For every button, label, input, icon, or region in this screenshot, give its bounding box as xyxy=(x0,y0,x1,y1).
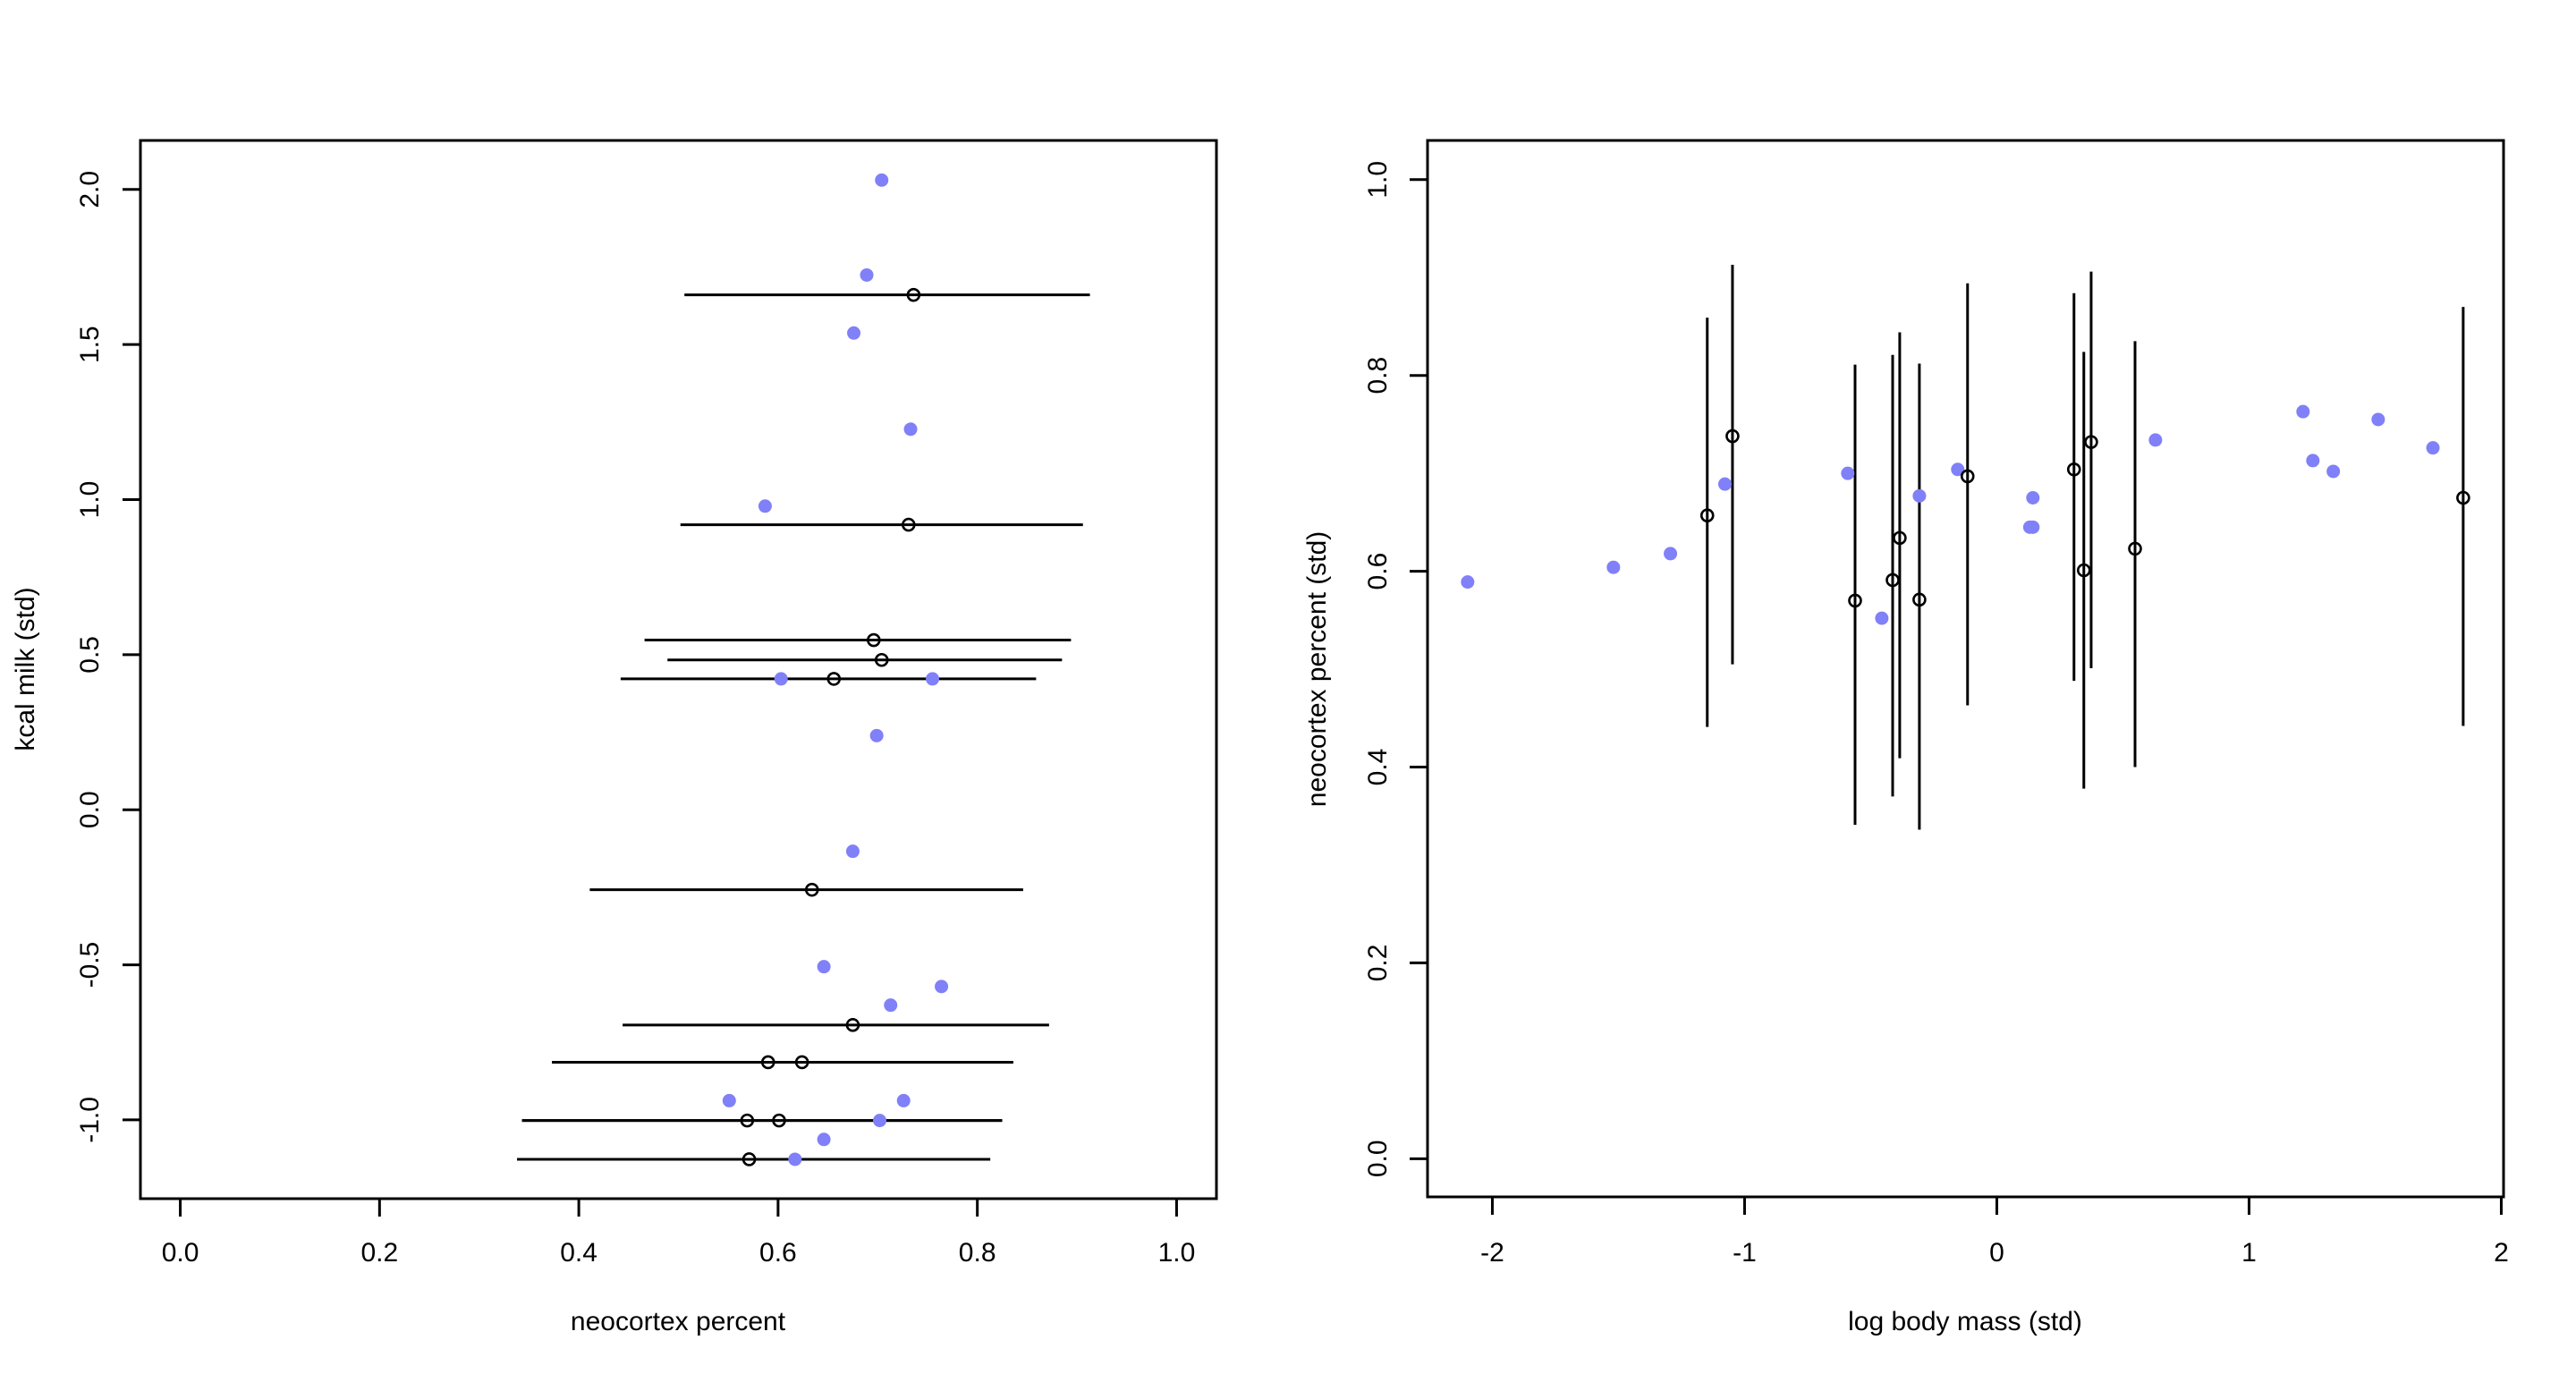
observed-point xyxy=(2306,454,2320,468)
x-tick-label: 0.0 xyxy=(162,1238,199,1268)
left-x-axis: 0.0 0.2 0.4 0.6 0.8 1.0 xyxy=(162,1197,1196,1268)
x-tick-label: -1 xyxy=(1733,1238,1757,1268)
observed-point xyxy=(869,728,884,742)
observed-point xyxy=(896,1093,911,1107)
observed-point xyxy=(903,422,918,437)
imputed-point xyxy=(2084,435,2098,449)
left-panel: 0.0 0.2 0.4 0.6 0.8 1.0 -1.0 -0.5 0.0 0.5 1.0 1.5 2… xyxy=(11,139,1218,1336)
observed-point xyxy=(1461,575,1475,589)
right-y-axis-label: neocortex percent (std) xyxy=(1302,531,1332,807)
observed-point xyxy=(1951,462,1965,477)
imputed-point xyxy=(1848,593,1862,608)
x-tick-label: 0.6 xyxy=(759,1238,797,1268)
imputed-point xyxy=(772,1113,786,1128)
observed-point xyxy=(884,998,898,1013)
observed-point xyxy=(2026,491,2040,505)
imputed-point xyxy=(1725,428,1740,444)
observed-point xyxy=(875,173,889,187)
right-y-axis: 0.0 0.2 0.4 0.6 0.8 1.0 xyxy=(1363,161,1429,1177)
observed-point xyxy=(2026,520,2040,534)
right-panel: -2 -1 0 1 2 0.0 0.2 0.4 0.6 0.8 1.0 log body mass… xyxy=(1302,139,2509,1336)
observed-point xyxy=(1841,466,1855,480)
x-tick-label: 0.4 xyxy=(560,1238,597,1268)
imputed-point xyxy=(906,287,921,302)
imputed-point xyxy=(2128,541,2142,556)
observed-point xyxy=(2426,441,2440,455)
observed-point xyxy=(774,672,788,686)
imputed-point xyxy=(2456,490,2470,505)
observed-point xyxy=(2148,433,2163,447)
y-tick-label: 1.5 xyxy=(75,326,105,363)
observed-point xyxy=(2326,464,2341,479)
imputed-point xyxy=(1960,469,1975,484)
observed-point xyxy=(722,1093,736,1107)
observed-point xyxy=(1912,488,1927,503)
observed-point xyxy=(1606,560,1621,574)
x-tick-label: 2 xyxy=(2494,1238,2509,1268)
imputed-point xyxy=(804,882,819,897)
observed-point xyxy=(788,1152,802,1166)
y-tick-label: 0.5 xyxy=(75,636,105,674)
x-tick-label: 1.0 xyxy=(1158,1238,1196,1268)
imputed-point xyxy=(760,1055,775,1070)
y-tick-label: 0.4 xyxy=(1363,749,1393,786)
right-x-axis-label: log body mass (std) xyxy=(1848,1307,2082,1336)
x-tick-label: 0.2 xyxy=(360,1238,398,1268)
y-tick-label: 0.8 xyxy=(1363,357,1393,394)
left-plot-marks xyxy=(517,173,1090,1166)
observed-point xyxy=(935,980,949,994)
imputed-point xyxy=(845,1018,860,1032)
x-tick-label: 0.8 xyxy=(959,1238,996,1268)
y-tick-label: 0.0 xyxy=(1363,1140,1393,1177)
y-tick-label: 0.0 xyxy=(75,791,105,828)
imputed-point xyxy=(741,1152,757,1166)
observed-point xyxy=(2296,404,2310,419)
left-plot-frame xyxy=(139,139,1218,1200)
x-tick-label: -2 xyxy=(1480,1238,1504,1268)
y-tick-label: 2.0 xyxy=(75,171,105,208)
observed-point xyxy=(817,960,831,974)
y-tick-label: 1.0 xyxy=(1363,161,1393,199)
observed-point xyxy=(2371,412,2385,427)
x-tick-label: 1 xyxy=(2241,1238,2257,1268)
left-y-axis: -1.0 -0.5 0.0 0.5 1.0 1.5 2.0 xyxy=(75,171,142,1143)
left-y-axis-label: kcal milk (std) xyxy=(11,587,40,751)
imputed-point xyxy=(1699,508,1715,523)
observed-point xyxy=(758,499,772,513)
imputed-point xyxy=(902,517,916,532)
right-plot-frame xyxy=(1426,139,2505,1199)
imputed-point xyxy=(740,1113,755,1128)
imputed-point xyxy=(794,1055,809,1070)
imputed-point xyxy=(2076,563,2091,578)
imputed-point xyxy=(826,672,842,686)
imputed-point xyxy=(867,632,881,648)
x-tick-label: 0 xyxy=(1989,1238,2004,1268)
observed-point xyxy=(1664,547,1678,561)
imputed-point xyxy=(1893,530,1907,546)
observed-point xyxy=(926,672,940,686)
imputed-point xyxy=(2066,462,2081,477)
imputed-point xyxy=(1912,592,1927,607)
observed-point xyxy=(1875,611,1889,625)
right-plot-marks xyxy=(1461,265,2470,830)
imputed-point xyxy=(1885,572,1900,588)
observed-point xyxy=(860,267,874,282)
y-tick-label: 0.2 xyxy=(1363,945,1393,982)
y-tick-label: 0.6 xyxy=(1363,553,1393,590)
y-tick-label: 1.0 xyxy=(75,481,105,519)
right-x-axis: -2 -1 0 1 2 xyxy=(1480,1195,2509,1268)
y-tick-label: -0.5 xyxy=(75,942,105,988)
observed-point xyxy=(1717,477,1732,491)
observed-point xyxy=(817,1132,831,1147)
observed-point xyxy=(845,844,860,859)
imputed-point xyxy=(874,652,889,667)
observed-point xyxy=(873,1114,887,1128)
y-tick-label: -1.0 xyxy=(75,1097,105,1143)
observed-point xyxy=(847,326,861,340)
left-x-axis-label: neocortex percent xyxy=(571,1307,786,1336)
